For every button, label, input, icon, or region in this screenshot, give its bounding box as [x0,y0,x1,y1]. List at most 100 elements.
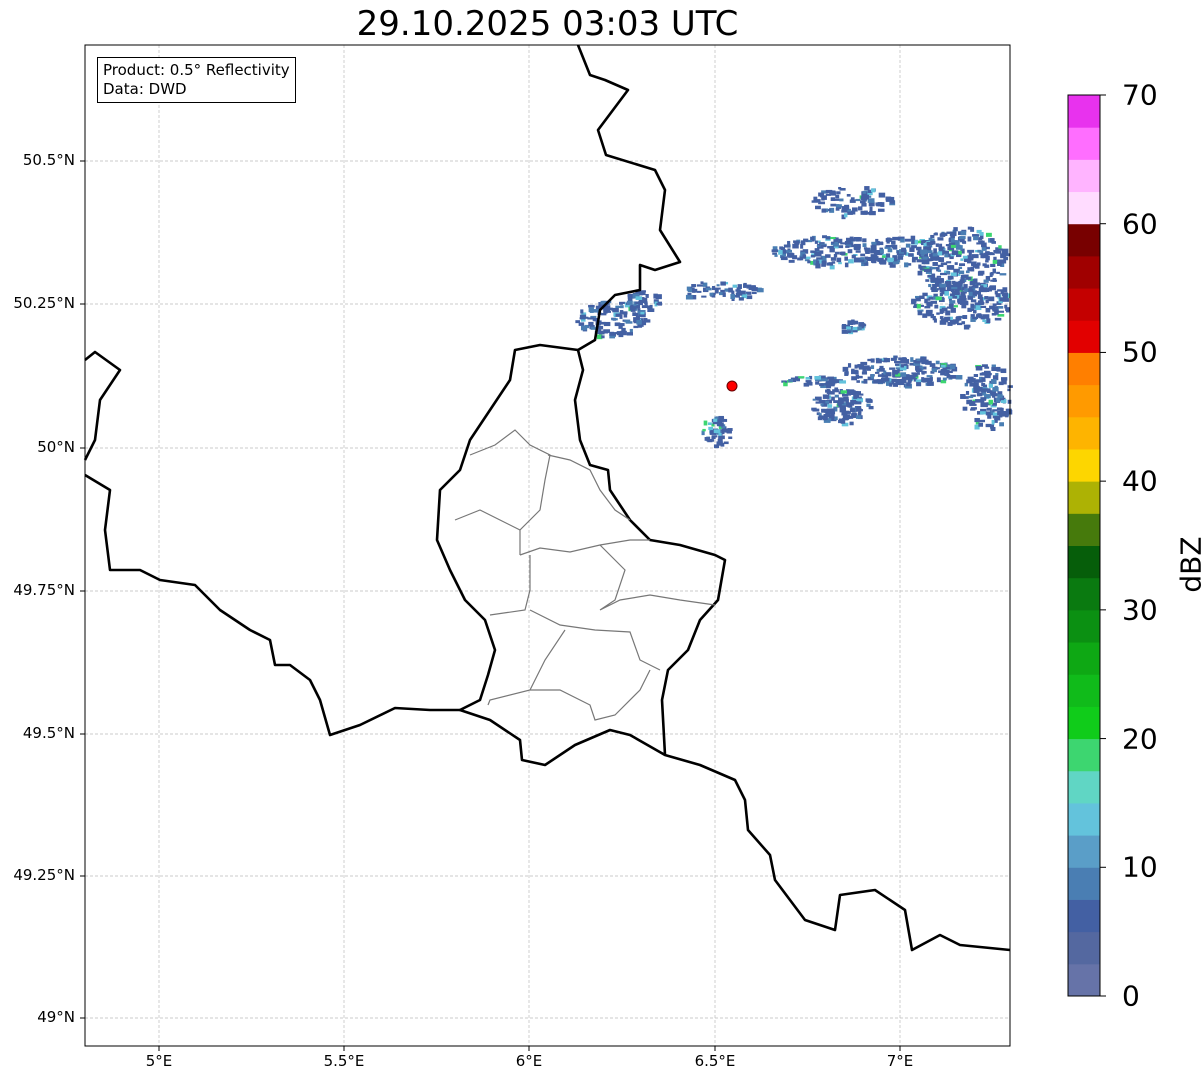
echo-pixel [619,310,624,313]
echo-pixel [816,257,823,261]
echo-pixel [970,408,976,411]
lat-tick: 50°N [37,438,75,456]
info-box: Product: 0.5° Reflectivity Data: DWD [97,57,296,103]
echo-pixel [855,250,861,253]
echo-pixel [830,197,836,202]
echo-pixel [741,293,748,299]
echo-pixel [778,249,783,255]
echo-pixel [862,324,867,327]
echo-pixel [878,242,884,246]
echo-pixel [979,232,984,236]
echo-pixel [986,388,991,392]
lat-tick: 50.25°N [13,294,75,312]
echo-pixel [949,374,957,379]
echo-pixel [868,405,874,410]
echo-pixel [834,387,839,391]
echo-pixel [855,374,860,379]
echo-pixel [920,249,928,255]
echo-pixel [829,247,835,253]
echo-pixel [912,256,918,260]
echo-pixel [783,381,788,387]
lat-tick: 49.5°N [22,724,75,742]
echo-pixel [975,366,983,371]
map-title: 29.10.2025 03:03 UTC [356,4,739,44]
echo-pixel [932,262,938,266]
echo-pixel [600,300,607,305]
echo-pixel [721,424,726,429]
echo-pixel [836,191,841,195]
echo-pixel [985,232,992,237]
echo-pixel [806,380,812,385]
echo-pixel [612,307,619,313]
echo-pixel [624,302,631,308]
echo-pixel [989,305,995,310]
echo-pixel [977,389,985,392]
echo-pixel [1007,388,1011,392]
echo-pixel [841,324,848,330]
echo-pixel [730,294,736,299]
echo-pixel [877,250,883,256]
echo-pixel [946,306,951,309]
echo-pixel [940,278,945,283]
echo-pixel [865,250,870,254]
echo-pixel [813,259,819,264]
echo-pixel [998,381,1004,386]
echo-pixel [951,366,958,372]
echo-pixel [922,378,930,383]
echo-pixel [998,310,1005,313]
echo-pixel [825,389,831,393]
echo-pixel [580,317,586,322]
echo-pixel [835,204,842,208]
echo-pixel [972,284,979,289]
echo-pixel [825,411,833,415]
echo-pixel [966,379,972,384]
echo-pixel [841,251,845,256]
echo-pixel [743,283,747,288]
echo-pixel [638,314,645,317]
echo-pixel [857,393,864,396]
echo-pixel [794,376,799,381]
echo-pixel [804,259,810,262]
echo-pixel [959,236,966,240]
echo-pixel [839,187,846,191]
echo-pixel [800,244,804,249]
echo-pixel [925,246,932,251]
echo-pixel [626,332,633,336]
echo-pixel [930,300,938,304]
echo-pixel [618,324,623,329]
echo-pixel [887,257,894,263]
echo-pixel [855,198,861,202]
echo-pixel [919,268,925,271]
colorbar-bin [1068,191,1100,225]
echo-pixel [899,365,907,371]
echo-pixel [933,318,937,323]
echo-pixel [911,298,917,303]
colorbar-tick-label: 50 [1122,335,1158,369]
echo-pixel [988,296,995,302]
echo-pixel [993,249,998,253]
canton-border [469,429,551,555]
echo-pixel [960,277,965,281]
echo-pixel [976,392,983,397]
echo-pixel [995,373,999,376]
echo-pixel [703,420,708,426]
echo-pixel [797,257,802,261]
echo-pixel [869,206,873,212]
echo-pixel [946,261,952,264]
echo-pixel [901,247,907,253]
echo-pixel [931,368,937,373]
echo-pixel [923,242,929,248]
echo-pixel [932,253,938,257]
echo-pixel [844,240,852,246]
echo-pixel [889,383,893,387]
echo-pixel [615,305,622,309]
echo-pixel [653,299,659,304]
echo-pixel [858,206,863,211]
echo-pixel [968,291,973,297]
echo-pixel [714,288,719,294]
echo-pixel [886,358,890,363]
echo-pixel [854,370,859,375]
echo-pixel [863,247,868,250]
echo-pixel [974,382,979,388]
